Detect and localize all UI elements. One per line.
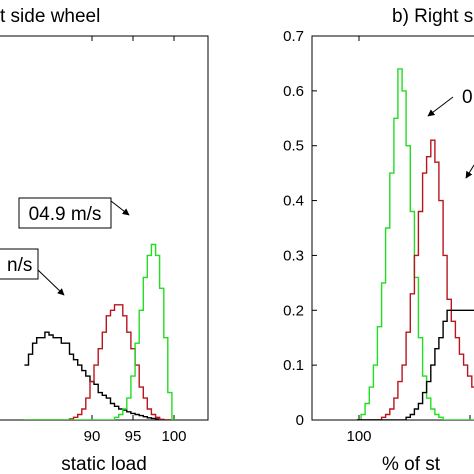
left-annotation-arrow-1 xyxy=(110,200,130,216)
left-panel-title: t side wheel xyxy=(0,6,100,27)
right-x-tick-label-100: 100 xyxy=(346,428,371,445)
right-y-ticks: 0 0.1 0.2 0.3 0.4 0.5 0.6 0.7 xyxy=(283,28,317,429)
right-axes-box xyxy=(311,35,474,421)
left-x-tick-label-100: 100 xyxy=(161,428,186,445)
left-series-group xyxy=(24,243,177,420)
left-annotation-label-1: 04.9 m/s xyxy=(29,204,102,225)
right-y-tick-label-4: 0.4 xyxy=(283,193,304,210)
right-y-tick-label-2: 0.2 xyxy=(283,302,304,319)
right-y-tick-label-5: 0.5 xyxy=(283,138,304,155)
right-y-tick-label-0: 0 xyxy=(296,412,304,429)
right-panel-title: b) Right s xyxy=(392,6,473,27)
left-series-line-1 xyxy=(24,331,177,420)
left-x-tick-label-90: 90 xyxy=(84,428,101,445)
left-series-line-2 xyxy=(24,304,177,420)
right-series-line-2 xyxy=(356,139,474,420)
right-y-tick-label-6: 0.6 xyxy=(283,83,304,100)
left-x-ticks: 90 95 100 xyxy=(84,36,187,445)
right-annotation-arrow-1 xyxy=(427,96,454,117)
left-series-line-3 xyxy=(24,243,177,420)
right-series-line-1 xyxy=(356,68,474,420)
left-panel: t side wheel 90 95 100 static load 04.9 … xyxy=(0,6,209,474)
right-y-tick-label-1: 0.1 xyxy=(283,357,304,374)
right-annotation-label-1: 0 xyxy=(462,87,473,108)
right-x-axis-label: % of st xyxy=(382,454,441,474)
right-x-ticks: 100 xyxy=(346,36,471,445)
left-annotation-label-2: n/s xyxy=(7,255,32,276)
left-x-axis-label: static load xyxy=(61,454,147,474)
right-y-tick-label-7: 0.7 xyxy=(283,28,304,45)
right-annotation-arrow-2 xyxy=(465,164,474,179)
left-annotation-arrow-2 xyxy=(37,269,65,296)
right-series-line-3 xyxy=(356,309,474,420)
right-y-tick-label-3: 0.3 xyxy=(283,247,304,264)
left-annotation-box-2 xyxy=(0,248,39,280)
left-annotation-box-1 xyxy=(18,197,112,229)
right-series-group xyxy=(356,68,474,420)
left-x-tick-label-95: 95 xyxy=(125,428,142,445)
right-panel: b) Right s 0 0.1 0.2 0.3 0.4 0.5 0.6 0.7 100 % … xyxy=(283,6,474,474)
